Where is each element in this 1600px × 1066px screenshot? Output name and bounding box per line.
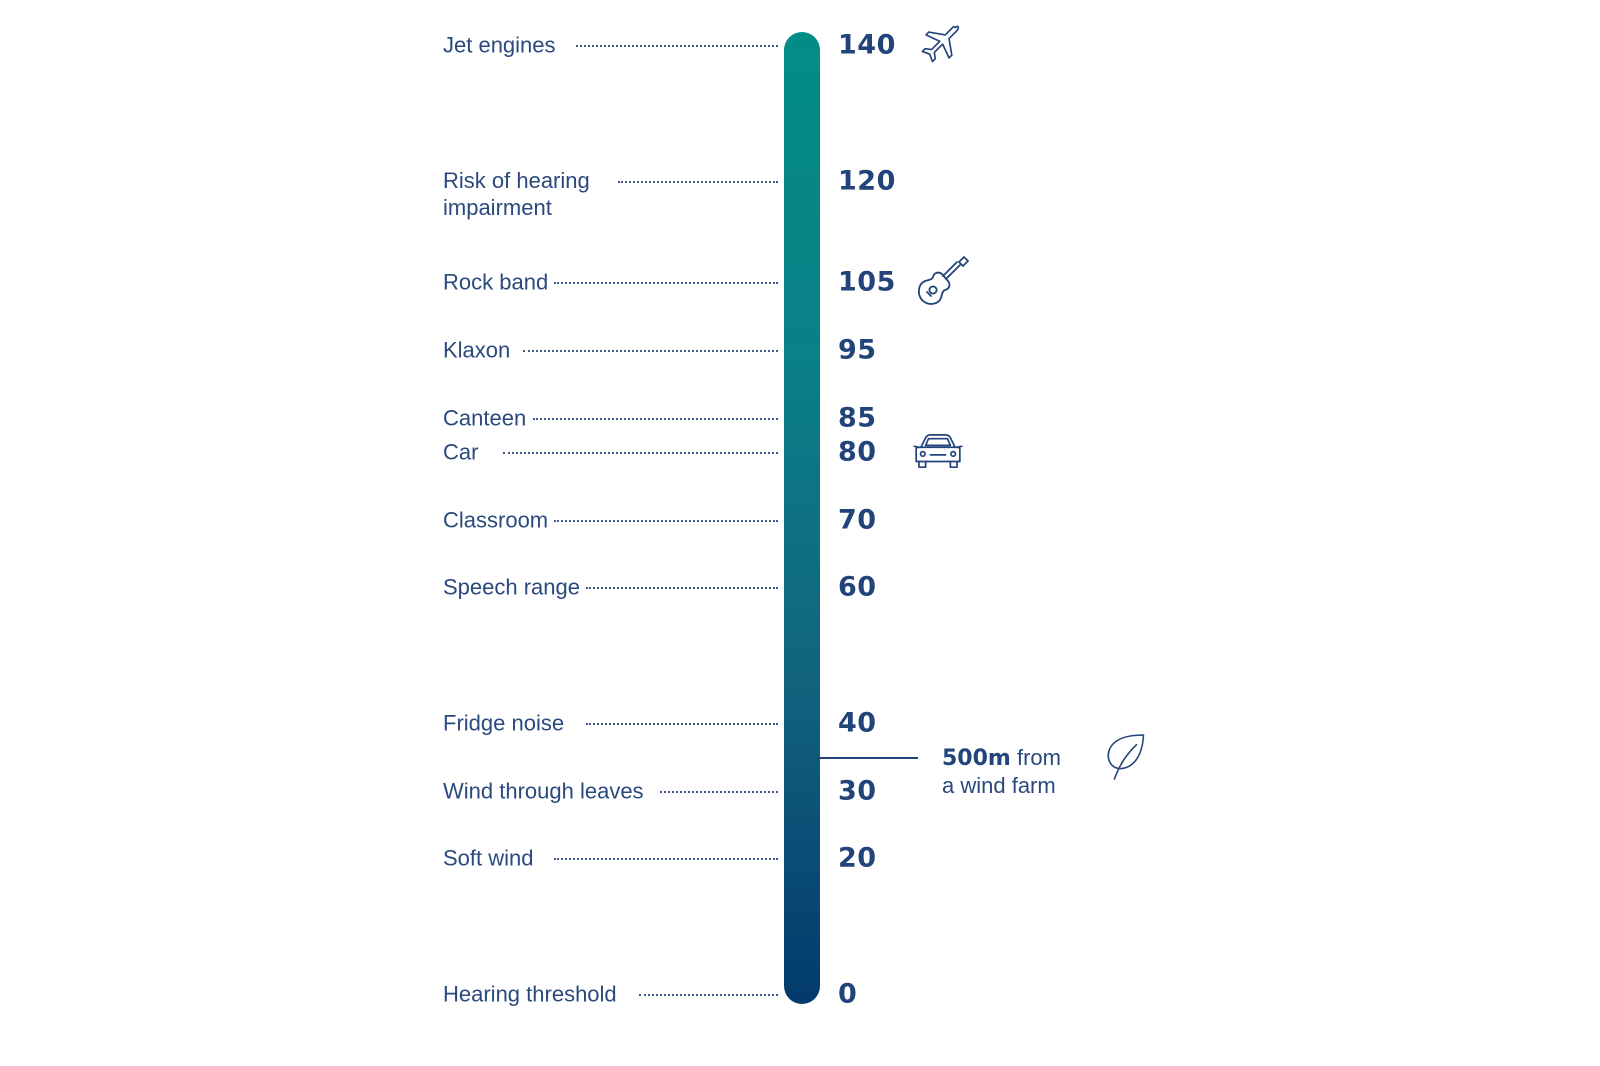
level-label: Soft wind xyxy=(443,845,534,871)
level-label: Car xyxy=(443,439,479,465)
level-value: 140 xyxy=(838,29,896,61)
level-value: 20 xyxy=(838,842,877,874)
level-value: 95 xyxy=(838,334,877,366)
level-label: Classroom xyxy=(443,507,549,532)
level-value: 40 xyxy=(838,707,877,739)
leaf-icon xyxy=(1103,732,1147,782)
level-label: Wind through leaves xyxy=(443,778,644,804)
car-icon xyxy=(912,433,964,471)
wind-farm-caption: a wind farm xyxy=(942,772,1056,798)
level-leader-dots xyxy=(554,282,778,285)
level-label: Klaxon xyxy=(443,337,511,363)
level-label: Hearing threshold xyxy=(443,981,617,1007)
guitar-icon xyxy=(913,254,969,310)
level-label: Fridge noise xyxy=(443,710,565,736)
level-leader-dots xyxy=(522,350,778,353)
level-value: 85 xyxy=(838,402,877,434)
level-leader-dots xyxy=(503,451,778,454)
decibel-gradient-bar xyxy=(784,32,820,1004)
wind-farm-marker-label: 500m from a wind farm xyxy=(942,744,1061,799)
level-leader-dots xyxy=(554,858,778,861)
level-label: Rock band xyxy=(443,269,549,295)
level-value: 60 xyxy=(838,571,877,603)
level-leader-dots xyxy=(554,519,778,522)
level-label: Risk of hearing impairment xyxy=(443,167,590,220)
level-label: Jet engines xyxy=(443,32,556,58)
level-value: 30 xyxy=(838,775,877,807)
level-leader-dots xyxy=(639,994,778,996)
level-value: 80 xyxy=(838,436,877,468)
wind-farm-marker-line xyxy=(818,756,918,759)
wind-farm-distance: 500m xyxy=(942,745,1011,771)
level-label: Canteen xyxy=(443,405,527,431)
level-leader-dots xyxy=(533,417,778,420)
wind-farm-from: from xyxy=(1010,744,1061,770)
level-value: 70 xyxy=(838,504,877,535)
level-leader-dots xyxy=(618,180,778,183)
level-value: 105 xyxy=(838,266,896,298)
level-leader-dots xyxy=(660,790,778,793)
level-leader-dots xyxy=(575,45,778,47)
level-leader-dots xyxy=(586,587,778,590)
level-label: Speech range xyxy=(443,574,580,600)
level-value: 0 xyxy=(838,978,858,1010)
level-value: 120 xyxy=(838,165,896,197)
airplane-icon xyxy=(915,22,961,68)
level-leader-dots xyxy=(586,722,778,725)
